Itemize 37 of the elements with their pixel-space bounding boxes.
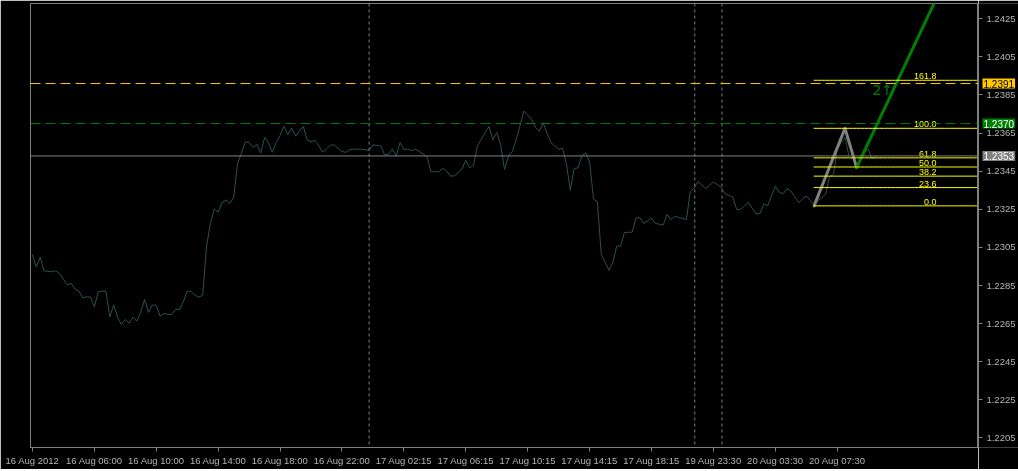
annotation: 2↑ bbox=[872, 81, 894, 98]
y-tick-label: 1.2385 bbox=[986, 88, 1016, 100]
x-tick-label: 19 Aug 23:30 bbox=[685, 454, 742, 466]
y-tick-label: 1.2285 bbox=[986, 279, 1016, 291]
series-label: 50.0 bbox=[919, 158, 937, 168]
x-tick-label: 16 Aug 06:00 bbox=[66, 454, 123, 466]
x-tick-label: 17 Aug 06:15 bbox=[437, 454, 494, 466]
y-tick-label: 1.2225 bbox=[986, 393, 1016, 405]
x-tick-label: 17 Aug 10:15 bbox=[499, 454, 556, 466]
x-tick-label: 16 Aug 18:00 bbox=[251, 454, 308, 466]
x-tick-label: 16 Aug 10:00 bbox=[127, 454, 184, 466]
series-label: 23.6 bbox=[919, 178, 937, 189]
series-label: 38.2 bbox=[919, 167, 937, 178]
y-tick-label: 1.2345 bbox=[986, 165, 1016, 177]
y-tick-label: 1.2245 bbox=[986, 355, 1016, 367]
y-tick-label: 1.2325 bbox=[986, 203, 1016, 215]
y-tick-label: 1.2405 bbox=[986, 50, 1016, 62]
x-tick-label: 16 Aug 14:00 bbox=[189, 454, 246, 466]
y-tick-label: 1.2205 bbox=[986, 431, 1016, 443]
ref-line-label: 1.2370 bbox=[983, 118, 1015, 130]
ref-line-label: 1.2391 bbox=[983, 78, 1015, 90]
series-label: 100.0 bbox=[914, 119, 937, 130]
series-label: 61.8 bbox=[919, 148, 937, 159]
series-label: 0.0 bbox=[924, 196, 937, 207]
x-tick-label: 17 Aug 02:15 bbox=[375, 454, 432, 466]
x-tick-label: 17 Aug 18:15 bbox=[623, 454, 680, 466]
x-tick-label: 20 Aug 03:30 bbox=[747, 454, 804, 466]
y-tick-label: 1.2265 bbox=[986, 317, 1016, 329]
ref-line-label: 1.2353 bbox=[983, 150, 1015, 162]
y-tick-label: 1.2365 bbox=[986, 127, 1016, 139]
x-tick-label: 16 Aug 2012 bbox=[5, 454, 59, 466]
y-tick-label: 1.2425 bbox=[986, 12, 1016, 24]
x-tick-label: 17 Aug 14:15 bbox=[561, 454, 618, 466]
x-tick-label: 20 Aug 07:30 bbox=[809, 454, 866, 466]
series-label: 161.8 bbox=[914, 71, 937, 82]
x-tick-label: 16 Aug 22:00 bbox=[313, 454, 370, 466]
y-tick-label: 1.2305 bbox=[986, 241, 1016, 253]
